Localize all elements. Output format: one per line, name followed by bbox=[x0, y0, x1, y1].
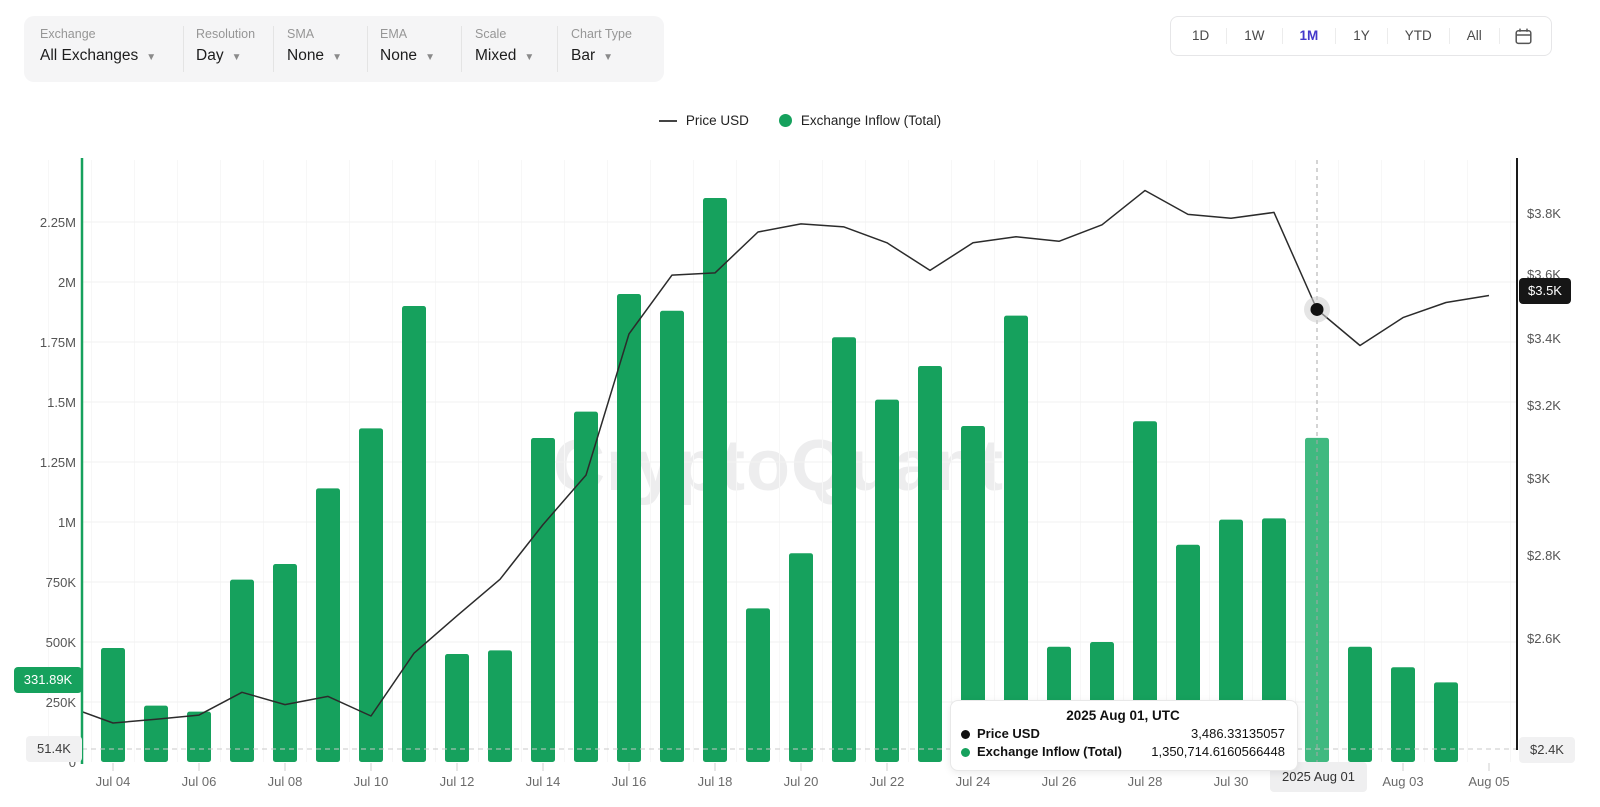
tooltip-inflow-value: 1,350,714.6160566448 bbox=[1151, 743, 1285, 761]
x-axis-label-jul-26: Jul 26 bbox=[1016, 774, 1102, 789]
left-axis-label-1.5M: 1.5M bbox=[6, 394, 76, 411]
right-axis-label-$2.8K: $2.8K bbox=[1527, 547, 1597, 564]
inflow-bar-aug-04[interactable] bbox=[1434, 682, 1458, 762]
inflow-bar-jul-08[interactable] bbox=[273, 564, 297, 762]
tooltip-price-value: 3,486.33135057 bbox=[1191, 725, 1285, 743]
right-axis-label-$3K: $3K bbox=[1527, 470, 1597, 487]
cryptoquant-chart-app: { "toolbar": { "groups": [ { "label": "E… bbox=[0, 0, 1600, 807]
left-axis-label-1.25M: 1.25M bbox=[6, 454, 76, 471]
x-axis-label-jul-10: Jul 10 bbox=[328, 774, 414, 789]
right-axis-label-$3.4K: $3.4K bbox=[1527, 330, 1597, 347]
inflow-bar-jul-12[interactable] bbox=[445, 654, 469, 762]
right-axis-label-$3.2K: $3.2K bbox=[1527, 397, 1597, 414]
inflow-bar-aug-03[interactable] bbox=[1391, 667, 1415, 762]
inflow-bar-jul-21[interactable] bbox=[832, 337, 856, 762]
x-axis-label-jul-04: Jul 04 bbox=[70, 774, 156, 789]
x-axis-label-jul-20: Jul 20 bbox=[758, 774, 844, 789]
left-axis-label-750K: 750K bbox=[6, 574, 76, 591]
x-axis-label-jul-16: Jul 16 bbox=[586, 774, 672, 789]
x-axis-label-jul-06: Jul 06 bbox=[156, 774, 242, 789]
left-axis-label-500K: 500K bbox=[6, 634, 76, 651]
inflow-bar-jul-14[interactable] bbox=[531, 438, 555, 762]
inflow-bar-jul-07[interactable] bbox=[230, 580, 254, 762]
inflow-bar-jul-23[interactable] bbox=[918, 366, 942, 762]
tooltip-price-row: Price USD 3,486.33135057 bbox=[961, 725, 1285, 743]
inflow-bar-jul-06[interactable] bbox=[187, 712, 211, 762]
x-axis-label-jul-28: Jul 28 bbox=[1102, 774, 1188, 789]
inflow-bar-jul-09[interactable] bbox=[316, 488, 340, 762]
right-axis-label-$2.6K: $2.6K bbox=[1527, 630, 1597, 647]
x-axis-label-jul-18: Jul 18 bbox=[672, 774, 758, 789]
left-axis-label-250K: 250K bbox=[6, 694, 76, 711]
price-marker-dot bbox=[1311, 303, 1324, 316]
inflow-bar-jul-22[interactable] bbox=[875, 400, 899, 762]
price-dot-icon bbox=[961, 730, 970, 739]
tooltip-price-label: Price USD bbox=[977, 725, 1040, 743]
left-axis-label-1.75M: 1.75M bbox=[6, 334, 76, 351]
inflow-min-badge: 51.4K bbox=[26, 736, 82, 762]
inflow-bar-jul-11[interactable] bbox=[402, 306, 426, 762]
inflow-bar-jul-16[interactable] bbox=[617, 294, 641, 762]
left-axis-label-1M: 1M bbox=[6, 514, 76, 531]
tooltip-inflow-row: Exchange Inflow (Total) 1,350,714.616056… bbox=[961, 743, 1285, 761]
right-axis-label-$3.8K: $3.8K bbox=[1527, 205, 1597, 222]
x-axis-label-jul-30: Jul 30 bbox=[1188, 774, 1274, 789]
inflow-bar-jul-04[interactable] bbox=[101, 648, 125, 762]
x-axis-label-aug-05: Aug 05 bbox=[1446, 774, 1532, 789]
x-axis-label-jul-24: Jul 24 bbox=[930, 774, 1016, 789]
inflow-bar-jul-19[interactable] bbox=[746, 608, 770, 762]
inflow-bar-jul-15[interactable] bbox=[574, 412, 598, 762]
x-axis-label-jul-08: Jul 08 bbox=[242, 774, 328, 789]
inflow-dot-icon bbox=[961, 748, 970, 757]
inflow-bar-jul-13[interactable] bbox=[488, 650, 512, 762]
inflow-bar-jul-17[interactable] bbox=[660, 311, 684, 762]
x-axis-label-jul-14: Jul 14 bbox=[500, 774, 586, 789]
x-axis-label-jul-12: Jul 12 bbox=[414, 774, 500, 789]
tooltip-inflow-label: Exchange Inflow (Total) bbox=[977, 743, 1122, 761]
price-current-badge: $3.5K bbox=[1519, 278, 1571, 304]
inflow-bar-jul-25[interactable] bbox=[1004, 316, 1028, 762]
price-min-badge: $2.4K bbox=[1519, 737, 1575, 763]
plot-area[interactable]: CryptoQuant 2.25M2M1.75M1.5M1.25M1M750K5… bbox=[0, 0, 1600, 807]
inflow-latest-badge: 331.89K bbox=[14, 667, 82, 693]
left-axis-label-2.25M: 2.25M bbox=[6, 214, 76, 231]
left-axis-label-2M: 2M bbox=[6, 274, 76, 291]
bars-group bbox=[58, 198, 1458, 762]
inflow-bar-jul-18[interactable] bbox=[703, 198, 727, 762]
chart-canvas[interactable] bbox=[0, 0, 1600, 807]
inflow-bar-aug-02[interactable] bbox=[1348, 647, 1372, 762]
inflow-bar-jul-20[interactable] bbox=[789, 553, 813, 762]
inflow-bar-jul-05[interactable] bbox=[144, 706, 168, 762]
x-axis-label-aug-03: Aug 03 bbox=[1360, 774, 1446, 789]
x-axis-label-jul-22: Jul 22 bbox=[844, 774, 930, 789]
tooltip-title: 2025 Aug 01, UTC bbox=[961, 707, 1285, 725]
hover-tooltip: 2025 Aug 01, UTC Price USD 3,486.3313505… bbox=[950, 700, 1298, 771]
